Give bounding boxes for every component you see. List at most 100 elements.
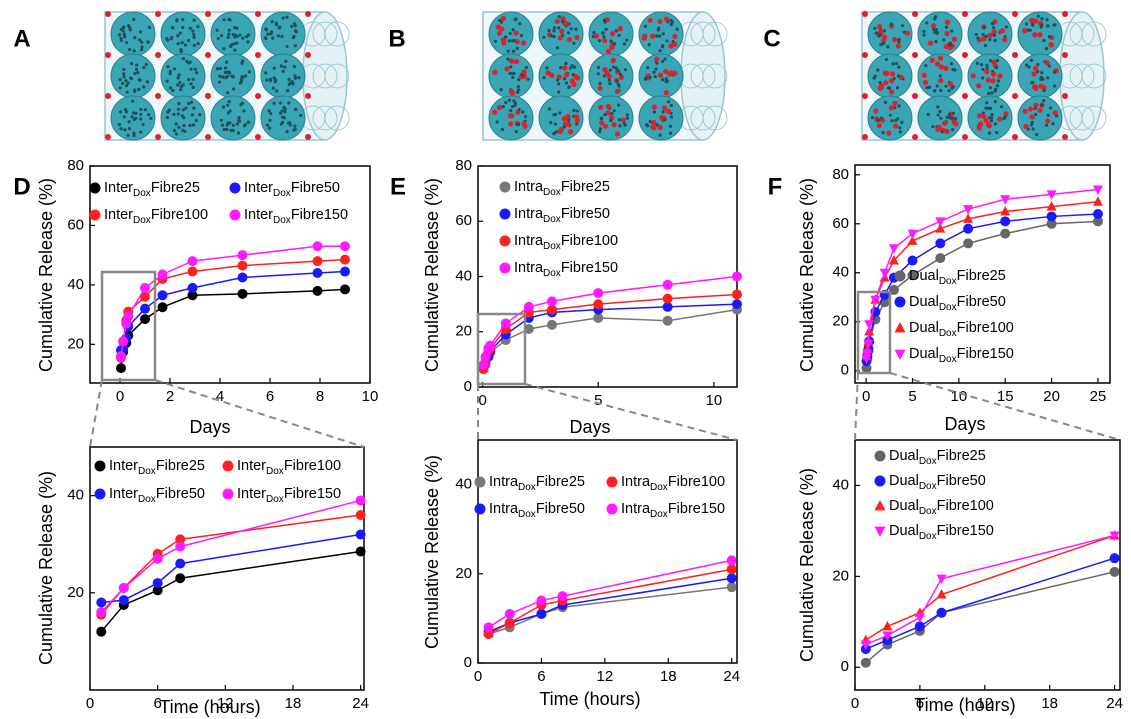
legend-marker — [874, 475, 886, 487]
dot — [549, 121, 553, 125]
dot — [218, 74, 222, 78]
dot — [227, 28, 231, 32]
drug-dot — [255, 11, 261, 17]
dot — [934, 27, 938, 32]
dot — [991, 25, 996, 30]
dot — [947, 89, 951, 93]
marker — [662, 301, 673, 312]
marker — [340, 241, 350, 252]
fit-line — [865, 213, 1098, 362]
dot — [122, 115, 126, 119]
marker — [187, 282, 198, 293]
dot — [611, 122, 617, 128]
dot — [891, 62, 895, 66]
dot — [149, 116, 153, 121]
drug-dot — [155, 134, 161, 140]
dot — [283, 110, 287, 114]
legend-label: InterDoxFibre150 — [244, 207, 348, 226]
dot — [602, 18, 607, 22]
dot — [168, 69, 172, 73]
dot — [552, 131, 556, 136]
legend-label: InterDoxFibre50 — [244, 180, 340, 199]
dot — [186, 38, 191, 43]
dot — [565, 114, 571, 120]
dot — [944, 30, 950, 37]
dot — [1051, 122, 1055, 126]
legend-marker — [89, 209, 101, 221]
legend-marker — [499, 181, 511, 193]
dot — [950, 116, 954, 121]
legend-marker — [606, 476, 618, 488]
end-sphere — [312, 21, 338, 47]
dot — [943, 43, 949, 50]
dot — [225, 60, 229, 64]
dot — [225, 70, 229, 74]
dot — [552, 26, 557, 30]
y-tick-label: 40 — [455, 476, 472, 493]
marker — [536, 595, 547, 606]
y-axis-title: Cumulative Release (%) — [422, 178, 442, 372]
dot — [993, 100, 997, 104]
dot — [986, 106, 991, 110]
dot — [883, 80, 889, 86]
dot — [995, 84, 999, 88]
marker — [1092, 216, 1103, 227]
dot — [975, 61, 979, 65]
dot — [230, 43, 234, 47]
x-tick-label: 15 — [997, 388, 1014, 405]
dot — [515, 46, 519, 50]
dot — [263, 36, 268, 40]
dot — [508, 71, 512, 76]
dot — [979, 62, 984, 67]
marker — [1092, 185, 1103, 195]
dot — [511, 75, 515, 79]
dot — [138, 30, 143, 34]
dot — [597, 39, 602, 43]
drug-dot — [105, 134, 111, 140]
dot — [121, 29, 125, 33]
dot — [492, 69, 498, 75]
dot — [997, 116, 1003, 122]
dot — [652, 70, 656, 74]
dot — [888, 78, 895, 84]
x-tick-label: 0 — [851, 695, 859, 712]
dot — [271, 36, 275, 40]
dot — [127, 127, 132, 131]
dot — [944, 128, 950, 135]
dot — [194, 118, 198, 123]
x-tick-label: 18 — [660, 668, 677, 685]
dot — [144, 62, 148, 67]
zoom-line — [889, 372, 1121, 441]
x-axis-title: Days — [569, 417, 610, 437]
dot — [132, 131, 136, 135]
dot — [128, 76, 133, 80]
dot — [123, 128, 127, 132]
dot — [939, 88, 943, 93]
dot — [545, 70, 551, 76]
dot — [166, 110, 170, 114]
marker — [662, 293, 673, 304]
marker — [312, 256, 323, 267]
dot — [874, 31, 878, 35]
dot — [574, 27, 578, 31]
dot — [1035, 70, 1040, 74]
dot — [122, 67, 126, 71]
dot — [655, 123, 659, 127]
end-sphere — [324, 105, 350, 131]
dot — [889, 71, 895, 77]
dot — [615, 79, 619, 83]
dot — [264, 27, 268, 31]
dot — [876, 68, 880, 72]
dot — [228, 18, 232, 22]
dot — [658, 133, 662, 137]
dot — [669, 22, 673, 27]
dot — [170, 25, 175, 30]
drug-dot — [255, 134, 261, 140]
dot — [549, 72, 555, 78]
dot — [179, 49, 183, 54]
dot — [981, 113, 987, 120]
dot — [1036, 63, 1040, 67]
x-tick-label: 24 — [1106, 695, 1123, 712]
marker — [963, 205, 974, 215]
dot — [198, 113, 202, 117]
